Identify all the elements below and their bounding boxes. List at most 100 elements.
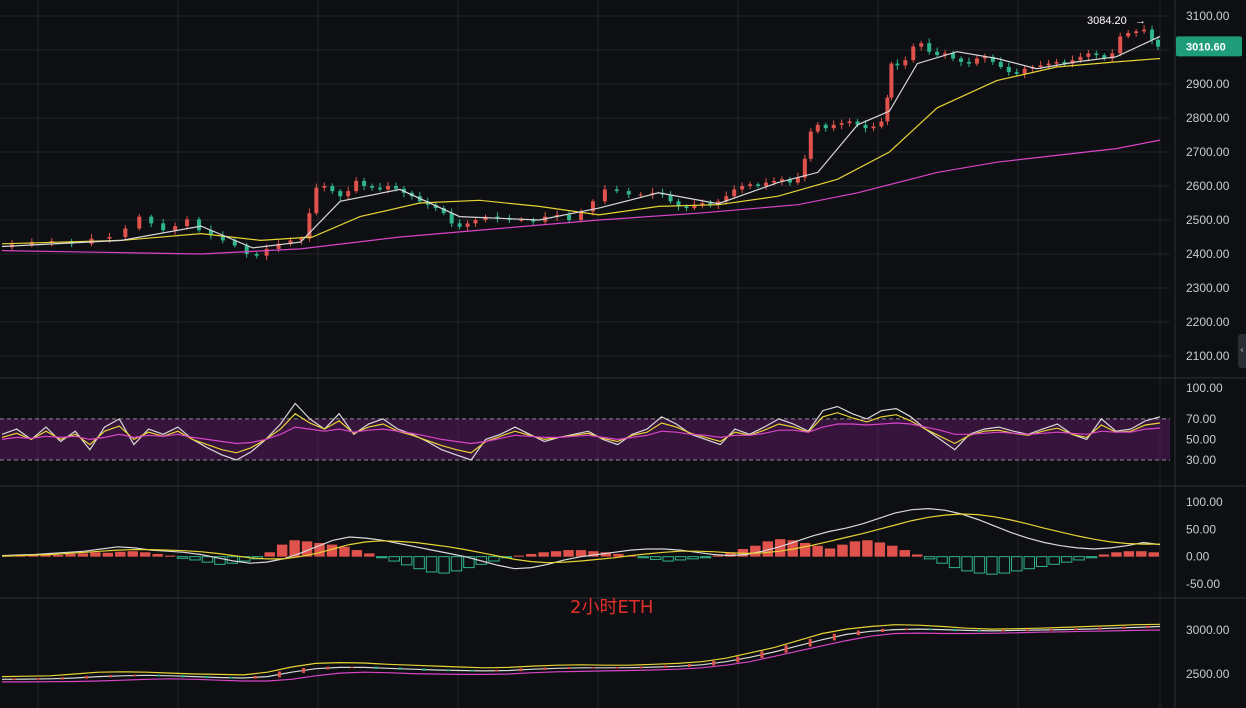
mini-candle [277, 671, 281, 678]
mini-candle [1098, 627, 1102, 630]
mini-candle [1025, 629, 1029, 632]
mini-candle [591, 667, 595, 669]
band-lines [1, 623, 1161, 683]
macd-line [1, 507, 1161, 570]
price-panel[interactable]: 3100.003000.002900.002800.002700.002600.… [1, 9, 1242, 363]
macd-bar [824, 548, 836, 557]
candle-body [208, 230, 213, 236]
candle-body [708, 203, 713, 205]
mini-candle [36, 678, 40, 680]
high-price-arrow: → [1135, 15, 1146, 27]
mini-candle [663, 665, 667, 668]
candle-body [668, 194, 673, 202]
macd-bar [65, 553, 76, 557]
candle-body [919, 43, 924, 47]
candle-body [276, 243, 281, 249]
macd-bar [899, 550, 910, 557]
candle-body [307, 213, 312, 239]
mini-candle [905, 628, 909, 631]
candle-body [338, 191, 343, 197]
chevron-left-icon[interactable]: ‹ [1238, 334, 1246, 368]
mini-candle [1146, 625, 1150, 629]
candle-body [779, 179, 784, 181]
candle-body [330, 186, 335, 192]
last-price-tag-background [1176, 36, 1242, 57]
candle-body [700, 203, 705, 205]
macd-bar [812, 545, 823, 557]
candle-body [49, 241, 54, 243]
candle-body [1054, 61, 1059, 64]
candle-body [107, 237, 112, 239]
macd-bar [775, 539, 786, 557]
candle-body [847, 121, 852, 124]
macd-bar [588, 551, 599, 557]
macd-bar [289, 540, 300, 557]
macd-bar [376, 556, 388, 559]
candle-body [288, 240, 293, 244]
macd-bar [77, 553, 89, 557]
candle-body [1062, 61, 1067, 64]
candle-body [1094, 53, 1099, 56]
ma-slow-line [1, 139, 1161, 255]
candle-body [808, 131, 813, 159]
rsi-panel[interactable]: 100.00 70.00 50.00 30.00 [0, 381, 1223, 467]
macd-bar [649, 556, 662, 560]
candle-body [449, 213, 454, 224]
mini-candle [760, 651, 764, 658]
candle-body [802, 158, 807, 178]
macd-bar [127, 551, 138, 557]
axis-tick-label: 2300.00 [1186, 281, 1230, 295]
candle-body [1070, 60, 1075, 64]
mini-candle [302, 668, 306, 673]
mini-candle [567, 667, 571, 669]
candle-body [756, 184, 761, 186]
mini-candle [953, 628, 957, 632]
mini-candle [808, 638, 812, 647]
candle-body [393, 186, 398, 189]
macd-panel[interactable]: 100.00 50.00 0.00 -50.00 [1, 495, 1223, 591]
rsi-axis: 100.00 70.00 50.00 30.00 [1186, 381, 1223, 467]
bottom-panel[interactable]: 3000.00 2500.00 [1, 623, 1230, 683]
candle-body [626, 191, 631, 195]
macd-bar [762, 541, 773, 557]
candle-body [473, 220, 478, 224]
axis-tick-label: 70.00 [1186, 412, 1216, 426]
candle-body [531, 220, 536, 222]
candle-body [831, 124, 836, 129]
axis-tick-label: 2700.00 [1186, 145, 1230, 159]
macd-bar [1048, 556, 1060, 565]
candle-body [123, 228, 128, 237]
mini-candle [229, 676, 233, 679]
candle-body [1022, 68, 1027, 74]
candle-body [220, 235, 225, 241]
candle-body [1006, 67, 1011, 73]
mini-candle [495, 669, 499, 672]
mini-candle [374, 666, 378, 669]
axis-tick-label: 2200.00 [1186, 315, 1230, 329]
candle-body [650, 192, 655, 195]
candle-body [264, 248, 269, 256]
macd-bar [1098, 554, 1110, 557]
macd-bar [550, 551, 562, 557]
candle-body [465, 223, 470, 227]
mini-candle [856, 630, 860, 636]
ma-mid-line [1, 57, 1161, 245]
mini-candle [784, 645, 788, 653]
axis-tick-label: 2100.00 [1186, 349, 1230, 363]
macd-bar [799, 543, 811, 557]
axis-tick-label: 50.00 [1186, 522, 1216, 536]
candle-body [959, 58, 964, 62]
candle-body [173, 226, 178, 231]
candle-body [966, 61, 971, 64]
macd-bar [1023, 556, 1035, 570]
axis-tick-label: 50.00 [1186, 432, 1216, 446]
macd-bar [164, 555, 176, 557]
candle-body [724, 196, 729, 202]
macd-bar [450, 556, 463, 572]
mini-candle [326, 666, 330, 670]
candle-body [676, 201, 681, 207]
axis-tick-label: 2500.00 [1186, 213, 1230, 227]
macd-bar [525, 553, 537, 557]
